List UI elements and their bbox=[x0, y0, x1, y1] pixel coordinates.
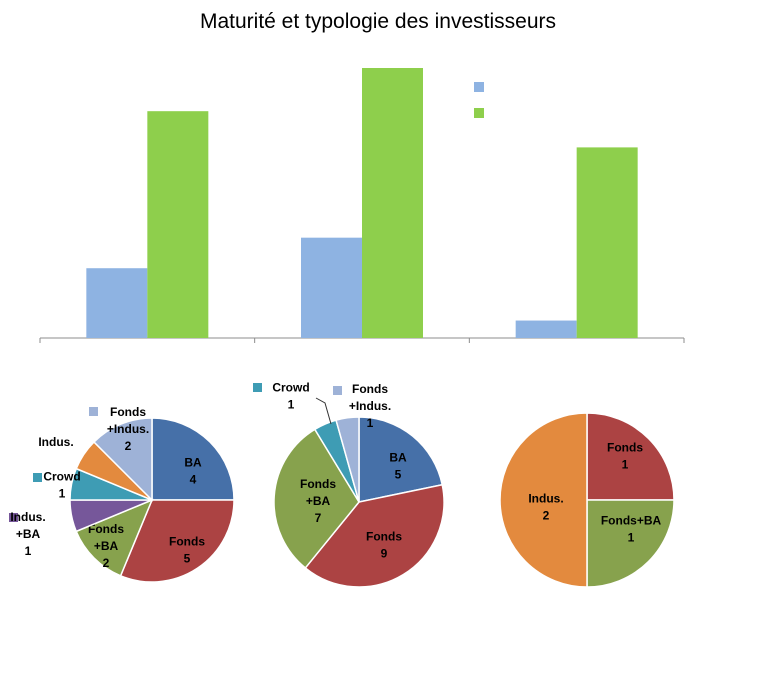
pie-slice bbox=[304, 483, 445, 588]
pie-slice-label: 9 bbox=[381, 547, 388, 561]
pie-external-label: 1 bbox=[288, 398, 295, 412]
bar bbox=[515, 320, 577, 338]
legend-swatch bbox=[474, 108, 484, 118]
pie-legend-swatch bbox=[253, 383, 262, 392]
pie-slice-label: 2 bbox=[103, 556, 110, 570]
pie-charts: BA4Fonds5Fonds+BA2Indus.+BA1Crowd1Indus.… bbox=[9, 381, 675, 588]
pie-slice bbox=[335, 416, 360, 503]
pie-external-label: 1 bbox=[25, 544, 32, 558]
pie-slice bbox=[151, 417, 235, 501]
chart-title: Maturité et typologie des investisseurs bbox=[200, 10, 556, 33]
pie-slice bbox=[75, 498, 154, 577]
pie-slice bbox=[499, 412, 588, 588]
pie-slice-label: Indus. bbox=[528, 492, 563, 506]
pie-slice-label: Fonds bbox=[169, 535, 205, 549]
bar bbox=[301, 237, 362, 338]
pie-slice-label: 2 bbox=[543, 509, 550, 523]
pie-external-label: 2 bbox=[125, 439, 132, 453]
pie-external-label: Crowd bbox=[272, 381, 309, 395]
pie-external-label: 1 bbox=[59, 487, 66, 501]
pie-legend-swatch bbox=[333, 386, 342, 395]
pie-slice bbox=[92, 417, 153, 502]
pie-slice bbox=[586, 499, 675, 588]
pie-slice-label: BA bbox=[389, 451, 407, 465]
pie-slice-label: Fonds bbox=[607, 441, 643, 455]
pie-slice-label: Fonds bbox=[300, 477, 336, 491]
bar bbox=[576, 147, 638, 338]
bar bbox=[362, 68, 423, 338]
pie-slice-label: 5 bbox=[184, 552, 191, 566]
pie-legend-swatch bbox=[33, 473, 42, 482]
pie-slice-label: Fonds bbox=[88, 522, 124, 536]
pie-slice-label: 4 bbox=[190, 473, 197, 487]
bar-chart bbox=[39, 68, 685, 343]
bar-legend bbox=[474, 82, 484, 118]
pie-leader-line bbox=[315, 397, 332, 425]
pie-slice-label: Fonds+BA bbox=[601, 514, 662, 528]
pie-slice bbox=[273, 428, 360, 569]
pie-slice bbox=[119, 499, 235, 583]
bar bbox=[86, 268, 148, 338]
pie-slice-label: 1 bbox=[628, 531, 635, 545]
pie-external-label: +Indus. bbox=[107, 422, 149, 436]
pie-slice-label: 5 bbox=[395, 468, 402, 482]
pie-external-label: +Indus. bbox=[349, 399, 391, 413]
pie-external-label: Fonds bbox=[110, 405, 146, 419]
pie-legend-swatch bbox=[9, 513, 18, 522]
pie-slice-label: +BA bbox=[306, 494, 331, 508]
bar bbox=[147, 111, 209, 338]
pie-slice bbox=[358, 416, 444, 503]
pie-slice-label: 7 bbox=[315, 511, 322, 525]
pie-external-label: Indus. bbox=[10, 510, 45, 524]
legend-swatch bbox=[474, 82, 484, 92]
pie-external-label: +BA bbox=[16, 527, 41, 541]
pie-external-label: Crowd bbox=[43, 470, 80, 484]
pie-slice-label: BA bbox=[184, 456, 202, 470]
pie-slice-label: 1 bbox=[622, 458, 629, 472]
pie-external-label: Fonds bbox=[352, 382, 388, 396]
pie-external-label: Indus. bbox=[38, 435, 73, 449]
pie-legend-swatch bbox=[89, 407, 98, 416]
pie-slice bbox=[586, 412, 675, 501]
pie-slice-label: Fonds bbox=[366, 530, 402, 544]
pie-external-label: 1 bbox=[367, 416, 374, 430]
pie-slice-label: +BA bbox=[94, 539, 119, 553]
